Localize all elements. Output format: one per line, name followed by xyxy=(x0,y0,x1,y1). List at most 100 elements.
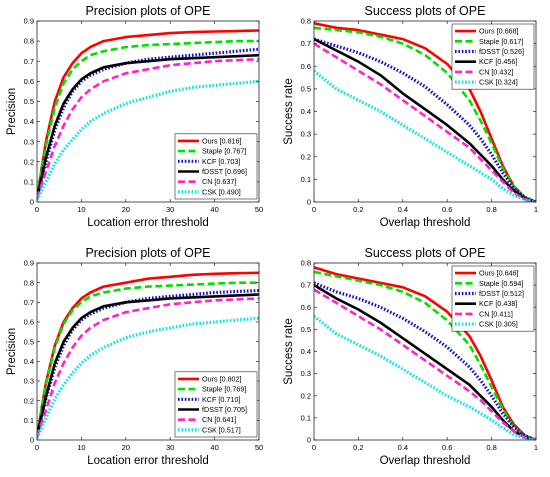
chart-title: Success plots of OPE xyxy=(365,246,486,260)
y-tick-label: 0.5 xyxy=(301,84,311,93)
series-line-3 xyxy=(37,288,259,437)
legend-label: CSK [0.517] xyxy=(202,425,241,434)
series-line-6 xyxy=(37,79,259,201)
x-tick-label: 0.4 xyxy=(398,205,408,214)
chart-panel-1: 0 10 20 30 40 50 0 0.1 0.2 0.3 0.4 0.5 0.6 0.7 0.8 0.9 P… xyxy=(6,4,263,229)
series-line-2 xyxy=(37,281,259,437)
legend-label: Ours [0.668] xyxy=(479,27,519,36)
y-tick-label: 0.3 xyxy=(24,137,34,146)
y-tick-label: 0.4 xyxy=(24,357,34,366)
series-line-5 xyxy=(314,288,536,440)
y-tick-label: 0.6 xyxy=(24,318,34,327)
x-tick-label: 0.6 xyxy=(442,205,452,214)
legend-label: fDSST [0.526] xyxy=(479,47,524,56)
series-line-5 xyxy=(314,42,536,202)
series-line-4 xyxy=(37,293,259,437)
x-tick-label: 30 xyxy=(166,443,174,452)
y-tick-label: 0.5 xyxy=(24,337,34,346)
x-tick-label: 0 xyxy=(35,443,39,452)
legend-label: Ours [0.802] xyxy=(202,374,242,383)
chart-title: Precision plots of OPE xyxy=(85,4,210,18)
y-tick-label: 0.8 xyxy=(24,37,34,46)
y-tick-label: 0.7 xyxy=(24,57,34,66)
legend-label: Staple [0.767] xyxy=(202,147,246,156)
y-axis-label: Success rate xyxy=(283,78,295,144)
series-line-3 xyxy=(314,281,536,440)
legend-label: Staple [0.769] xyxy=(202,385,246,394)
legend-label: KCF [0.438] xyxy=(479,299,517,308)
x-tick-label: 1 xyxy=(534,205,538,214)
x-tick-label: 20 xyxy=(122,443,130,452)
y-tick-label: 0.8 xyxy=(24,278,34,287)
legend-label: CN [0.411] xyxy=(479,309,513,318)
y-tick-label: 0.7 xyxy=(301,281,311,290)
series-line-6 xyxy=(314,314,536,440)
x-axis-label: Overlap threshold xyxy=(380,217,471,229)
x-tick-label: 0 xyxy=(312,443,316,452)
legend-label: fDSST [0.696] xyxy=(202,167,247,176)
chart-title: Success plots of OPE xyxy=(365,4,486,18)
y-tick-label: 0.8 xyxy=(301,259,311,268)
y-tick-label: 0.2 xyxy=(301,391,311,400)
x-tick-label: 40 xyxy=(210,205,218,214)
y-tick-label: 0.6 xyxy=(301,62,311,71)
series-line-5 xyxy=(37,57,259,199)
y-tick-label: 0 xyxy=(307,436,311,445)
x-tick-label: 10 xyxy=(77,205,85,214)
series-line-1 xyxy=(37,29,259,199)
y-tick-label: 0.1 xyxy=(301,413,311,422)
x-tick-label: 30 xyxy=(166,205,174,214)
y-tick-label: 0.2 xyxy=(24,396,34,405)
series-line-3 xyxy=(37,47,259,199)
legend-label: CSK [0.305] xyxy=(479,320,518,329)
chart-panel-3: 0 10 20 30 40 50 0 0.1 0.2 0.3 0.4 0.5 0.6 0.7 0.8 0.9 P… xyxy=(6,246,263,467)
legend: Ours [0.646]Staple [0.594]fDSST [0.512]K… xyxy=(451,265,535,332)
chart-panel-4: 0 0.2 0.4 0.6 0.8 1 0 0.1 0.2 0.3 0.4 0.5 0.6 0.7 0.8 S… xyxy=(283,246,538,467)
axes-box xyxy=(36,262,260,441)
x-tick-label: 1 xyxy=(534,443,538,452)
series-line-2 xyxy=(37,39,259,199)
y-tick-label: 0.6 xyxy=(301,303,311,312)
x-tick-label: 0.2 xyxy=(353,443,363,452)
y-tick-label: 0.4 xyxy=(24,117,34,126)
legend-box xyxy=(174,133,258,200)
legend-label: fDSST [0.705] xyxy=(202,405,247,414)
series-lines xyxy=(314,266,536,440)
y-tick-label: 0 xyxy=(30,198,34,207)
x-axis-label: Overlap threshold xyxy=(380,455,471,467)
series-line-6 xyxy=(37,316,259,439)
x-tick-label: 20 xyxy=(122,205,130,214)
legend-label: Ours [0.816] xyxy=(202,136,242,145)
y-axis-label: Success rate xyxy=(283,318,295,384)
x-tick-label: 50 xyxy=(255,205,263,214)
axes-box xyxy=(36,20,260,203)
legend: Ours [0.802] Staple [0.769]KCF [0.710]fDS… xyxy=(174,371,258,438)
series-lines xyxy=(37,271,259,439)
legend-label: KCF [0.710] xyxy=(202,395,240,404)
y-tick-label: 0.8 xyxy=(301,17,311,26)
legend-box xyxy=(451,23,535,90)
y-tick-label: 0.7 xyxy=(24,298,34,307)
legend-label: CSK [0.324] xyxy=(479,78,518,87)
x-tick-label: 0 xyxy=(312,205,316,214)
x-tick-label: 0.8 xyxy=(486,443,496,452)
y-tick-label: 0.5 xyxy=(301,325,311,334)
series-lines xyxy=(37,29,259,201)
x-tick-label: 0 xyxy=(35,205,39,214)
y-tick-label: 0.4 xyxy=(301,347,311,356)
x-tick-label: 50 xyxy=(255,443,263,452)
y-tick-label: 0.7 xyxy=(301,39,311,48)
y-tick-label: 0.1 xyxy=(24,177,34,186)
legend-box xyxy=(174,371,258,438)
x-axis-label: Location error threshold xyxy=(87,455,208,467)
y-tick-label: 0.9 xyxy=(24,17,34,26)
y-tick-label: 0.9 xyxy=(24,259,34,268)
x-tick-label: 0.4 xyxy=(398,443,408,452)
y-tick-label: 0.3 xyxy=(301,369,311,378)
x-tick-label: 40 xyxy=(210,443,218,452)
y-tick-label: 0.5 xyxy=(24,97,34,106)
y-tick-label: 0.4 xyxy=(301,107,311,116)
legend-label: Ours [0.646] xyxy=(479,269,519,278)
chart-panel-2: 0 0.2 0.4 0.6 0.8 1 0 0.1 0.2 0.3 0.4 0.5 0.6 0.7 0.8 S… xyxy=(283,4,538,229)
